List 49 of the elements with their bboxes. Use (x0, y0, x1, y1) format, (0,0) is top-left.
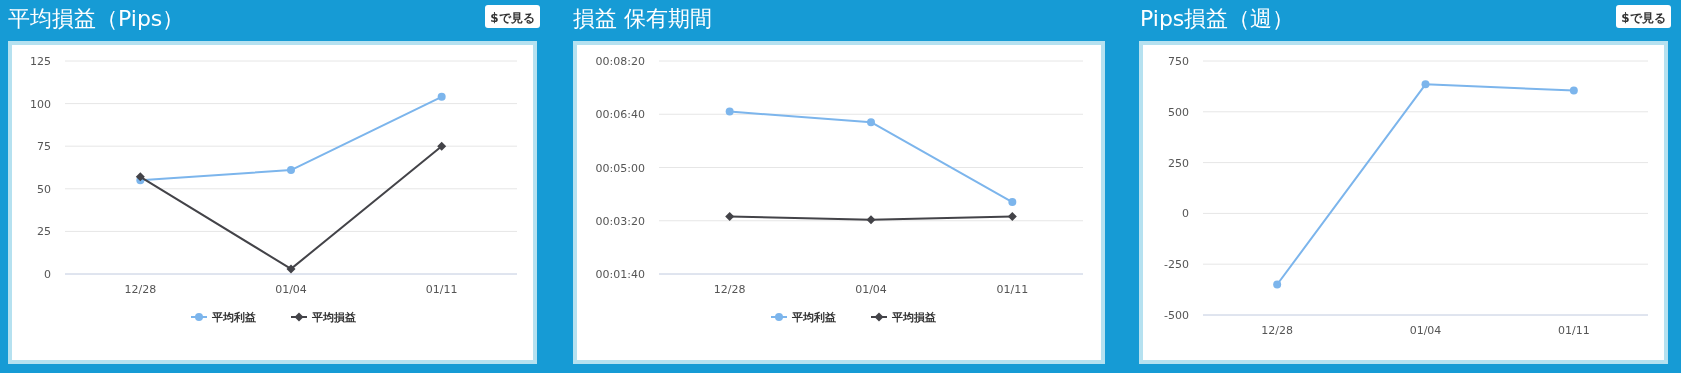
legend-label: 平均損益 (891, 311, 936, 324)
point (135, 172, 145, 182)
y-tick-label: 250 (1168, 156, 1189, 170)
y-tick-label: 750 (1168, 55, 1189, 68)
text: $で見る (1621, 10, 1666, 25)
legend-label: 平均利益 (211, 311, 256, 324)
point (286, 264, 296, 274)
x-tick-label: 12/28 (713, 283, 746, 296)
point (867, 118, 875, 127)
y-tick-label: 100 (30, 97, 51, 111)
point (1007, 211, 1017, 221)
x-tick-label: 01/04 (1409, 324, 1442, 337)
point (287, 166, 295, 175)
legend-label: 平均利益 (791, 311, 836, 324)
chart-title: Pips損益（週） (1140, 6, 1295, 31)
y-tick-label: 00:08:20 (595, 55, 645, 68)
y-tick-label: 00:06:40 (595, 108, 645, 122)
text: $で見る (490, 10, 535, 25)
legend-label: 平均損益 (311, 311, 356, 324)
x-tick-label: 01/04 (275, 283, 307, 296)
point (1273, 280, 1282, 289)
y-tick-label: 50 (37, 182, 51, 196)
chart-title: 損益 保有期間 (573, 6, 712, 31)
y-tick-label: 0 (44, 268, 51, 281)
y-tick-label: 00:05:00 (595, 161, 645, 175)
point (725, 211, 735, 221)
x-tick-label: 01/11 (1557, 324, 1590, 337)
point (1569, 86, 1578, 95)
x-tick-label: 01/11 (996, 283, 1029, 296)
y-tick-label: 75 (37, 140, 51, 154)
x-tick-label: 01/11 (425, 283, 458, 296)
point (437, 92, 446, 101)
x-tick-label: 12/28 (124, 283, 157, 296)
chart-title: 平均損益（Pips） (8, 6, 185, 31)
y-tick-label: 125 (30, 55, 51, 68)
point (866, 215, 876, 225)
y-tick-label: 500 (1168, 105, 1189, 119)
y-tick-label: 00:01:40 (595, 268, 645, 281)
point (1008, 198, 1017, 207)
y-tick-label: 0 (1182, 207, 1189, 221)
y-tick-label: 25 (37, 225, 51, 239)
point (437, 141, 447, 151)
x-tick-label: 01/04 (855, 283, 887, 296)
point (725, 107, 734, 116)
y-tick-label: -500 (1164, 309, 1189, 322)
y-tick-label: 00:03:20 (595, 214, 645, 228)
point (1421, 80, 1430, 89)
y-tick-label: -250 (1164, 258, 1189, 272)
x-tick-label: 12/28 (1261, 324, 1294, 337)
